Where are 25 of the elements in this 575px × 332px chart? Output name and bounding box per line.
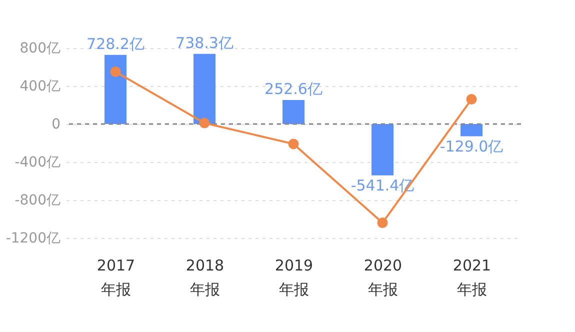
data-label: -129.0亿	[440, 137, 504, 156]
point	[377, 218, 388, 228]
x-tick-label: 2020 年报	[364, 256, 402, 298]
data-label: 252.6亿	[264, 80, 322, 98]
data-label: 738.3亿	[176, 34, 234, 52]
bar	[372, 124, 394, 176]
point	[288, 138, 299, 150]
point	[110, 66, 121, 77]
bar	[194, 54, 216, 124]
bar	[282, 100, 304, 124]
y-tick-label: 800亿	[20, 40, 60, 56]
y-tick-label: 0	[52, 116, 60, 132]
y-tick-label: -800亿	[14, 192, 60, 208]
bar	[460, 124, 482, 136]
y-tick-label: 400亿	[20, 78, 60, 94]
y-tick-label: -1200亿	[6, 230, 60, 246]
x-tick-label: 2017 年报	[96, 256, 136, 298]
data-label: 728.2亿	[86, 34, 144, 53]
point	[199, 118, 210, 128]
x-tick-label: 2018 年报	[186, 256, 224, 298]
point	[466, 94, 477, 105]
x-tick-label: 2019 年报	[274, 256, 314, 298]
x-tick-label: 2021 年报	[452, 256, 492, 298]
y-tick-label: -400亿	[14, 154, 60, 170]
bar	[104, 54, 126, 124]
